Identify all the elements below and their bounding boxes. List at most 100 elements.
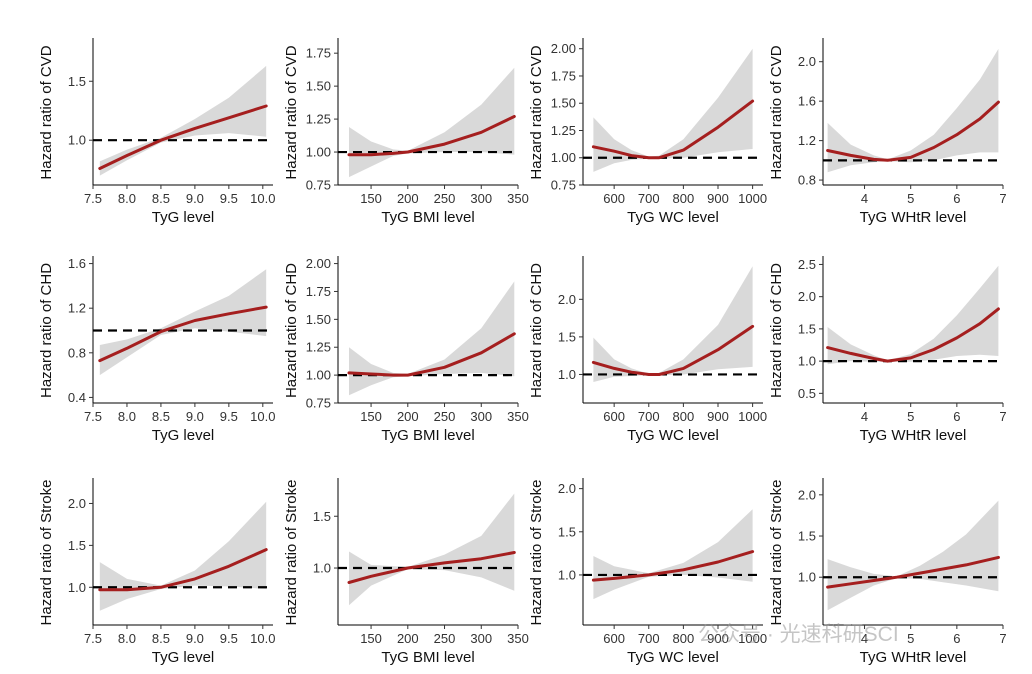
x-axis-title: TyG WC level xyxy=(627,649,719,666)
x-tick-label: 4 xyxy=(861,631,868,646)
y-tick-label: 0.8 xyxy=(798,173,816,188)
y-tick-label: 2.5 xyxy=(798,257,816,272)
x-tick-label: 150 xyxy=(360,191,382,206)
x-tick-label: 200 xyxy=(397,191,419,206)
y-tick-label: 1.50 xyxy=(306,312,331,327)
y-axis-title: Hazard ratio of Stroke xyxy=(283,480,300,626)
x-tick-label: 800 xyxy=(673,631,695,646)
x-tick-label: 7.5 xyxy=(84,191,102,206)
x-tick-label: 350 xyxy=(507,631,529,646)
y-tick-label: 1.2 xyxy=(798,133,816,148)
x-axis-title: TyG BMI level xyxy=(381,649,474,666)
x-axis-title: TyG WHtR level xyxy=(860,209,967,226)
y-tick-label: 2.0 xyxy=(558,481,576,496)
x-axis-title: TyG WHtR level xyxy=(860,649,967,666)
x-tick-label: 9.0 xyxy=(186,409,204,424)
y-tick-label: 1.0 xyxy=(798,570,816,585)
x-tick-label: 1000 xyxy=(738,191,767,206)
x-tick-label: 250 xyxy=(434,631,456,646)
y-tick-label: 1.50 xyxy=(551,96,576,111)
y-tick-label: 1.00 xyxy=(306,368,331,383)
panel-11: 600 700 800 900 1000 1.0 1.5 2.0 TyG WC level Haz… xyxy=(528,478,767,666)
y-tick-label: 2.00 xyxy=(551,41,576,56)
x-axis-title: TyG WHtR level xyxy=(860,427,967,444)
y-tick-label: 1.00 xyxy=(551,150,576,165)
hazard-ratio-curve xyxy=(826,100,1000,162)
x-tick-label: 600 xyxy=(603,409,625,424)
hazard-ratio-curve xyxy=(347,332,516,377)
x-tick-label: 350 xyxy=(507,409,529,424)
watermark-text: 公众号 · 光速科研SCI xyxy=(698,623,899,646)
y-tick-label: 1.0 xyxy=(558,367,576,382)
x-tick-label: 4 xyxy=(861,191,868,206)
x-tick-label: 7.5 xyxy=(84,409,102,424)
y-tick-label: 1.5 xyxy=(558,329,576,344)
y-tick-label: 2.00 xyxy=(306,256,331,271)
x-tick-label: 900 xyxy=(707,191,729,206)
x-axis-title: TyG level xyxy=(152,649,215,666)
x-tick-label: 10.0 xyxy=(250,191,275,206)
x-tick-label: 250 xyxy=(434,409,456,424)
x-tick-label: 7.5 xyxy=(84,631,102,646)
x-tick-label: 6 xyxy=(953,191,960,206)
y-tick-label: 1.5 xyxy=(558,524,576,539)
hazard-ratio-curve xyxy=(98,104,268,170)
x-tick-label: 8.5 xyxy=(152,191,170,206)
hazard-ratio-curve xyxy=(98,305,268,363)
x-axis-title: TyG WC level xyxy=(627,427,719,444)
confidence-band xyxy=(827,265,999,365)
x-tick-label: 150 xyxy=(360,631,382,646)
y-axis-title: Hazard ratio of CVD xyxy=(283,45,300,179)
hazard-ratio-curve xyxy=(591,550,755,582)
panel-9: 7.5 8.0 8.5 9.0 9.5 10.0 1.0 1.5 2.0 TyG level Haz… xyxy=(38,478,275,666)
x-tick-label: 700 xyxy=(638,631,660,646)
x-tick-label: 300 xyxy=(470,631,492,646)
confidence-band xyxy=(827,48,999,173)
y-tick-label: 1.00 xyxy=(306,145,331,160)
y-axis-title: Hazard ratio of CHD xyxy=(283,263,300,398)
x-tick-label: 300 xyxy=(470,191,492,206)
x-tick-label: 9.5 xyxy=(220,191,238,206)
y-axis-title: Hazard ratio of CVD xyxy=(38,45,55,179)
x-tick-label: 350 xyxy=(507,191,529,206)
x-tick-label: 6 xyxy=(953,409,960,424)
y-axis-title: Hazard ratio of CHD xyxy=(38,263,55,398)
y-tick-label: 1.50 xyxy=(306,79,331,94)
y-axis-title: Hazard ratio of CHD xyxy=(528,263,545,398)
x-tick-label: 9.0 xyxy=(186,191,204,206)
x-axis-title: TyG WC level xyxy=(627,209,719,226)
y-tick-label: 1.0 xyxy=(558,567,576,582)
y-axis-title: Hazard ratio of Stroke xyxy=(528,480,545,626)
confidence-band xyxy=(593,266,753,382)
x-tick-label: 700 xyxy=(638,191,660,206)
x-tick-label: 200 xyxy=(397,631,419,646)
x-tick-label: 4 xyxy=(861,409,868,424)
y-tick-label: 1.25 xyxy=(551,123,576,138)
x-tick-label: 8.0 xyxy=(118,409,136,424)
y-tick-label: 1.0 xyxy=(68,580,86,595)
confidence-band xyxy=(99,269,267,376)
y-axis-title: Hazard ratio of CVD xyxy=(528,45,545,179)
confidence-band xyxy=(349,281,515,396)
hazard-ratio-curve xyxy=(591,324,755,376)
y-tick-label: 1.5 xyxy=(313,509,331,524)
y-tick-label: 2.0 xyxy=(798,487,816,502)
x-tick-label: 600 xyxy=(603,631,625,646)
panel-3: 600 700 800 900 1000 0.75 1.00 1.25 1.50 1.75 2.00… xyxy=(528,38,767,226)
y-tick-label: 1.0 xyxy=(798,354,816,369)
panel-10: 150 200 250 300 350 1.0 1.5 TyG BMI level Hazard… xyxy=(283,478,529,666)
panel-7: 600 700 800 900 1000 1.0 1.5 2.0 TyG WC level Haz… xyxy=(528,256,767,444)
hazard-ratio-curve xyxy=(591,99,755,160)
confidence-band xyxy=(349,67,515,178)
y-tick-label: 1.5 xyxy=(798,321,816,336)
y-tick-label: 1.6 xyxy=(798,94,816,109)
y-tick-label: 0.75 xyxy=(306,396,331,411)
x-tick-label: 1000 xyxy=(738,409,767,424)
x-axis-title: TyG level xyxy=(152,427,215,444)
panel-5: 7.5 8.0 8.5 9.0 9.5 10.0 0.4 0.8 1.2 1.6 TyG level… xyxy=(38,256,275,444)
x-tick-label: 8.0 xyxy=(118,631,136,646)
x-tick-label: 7 xyxy=(999,631,1006,646)
y-axis-title: Hazard ratio of Stroke xyxy=(768,480,785,626)
confidence-band xyxy=(593,509,753,600)
panel-12: 4 5 6 7 1.0 1.5 2.0 TyG WHtR level Hazard ratio … xyxy=(768,478,1007,666)
